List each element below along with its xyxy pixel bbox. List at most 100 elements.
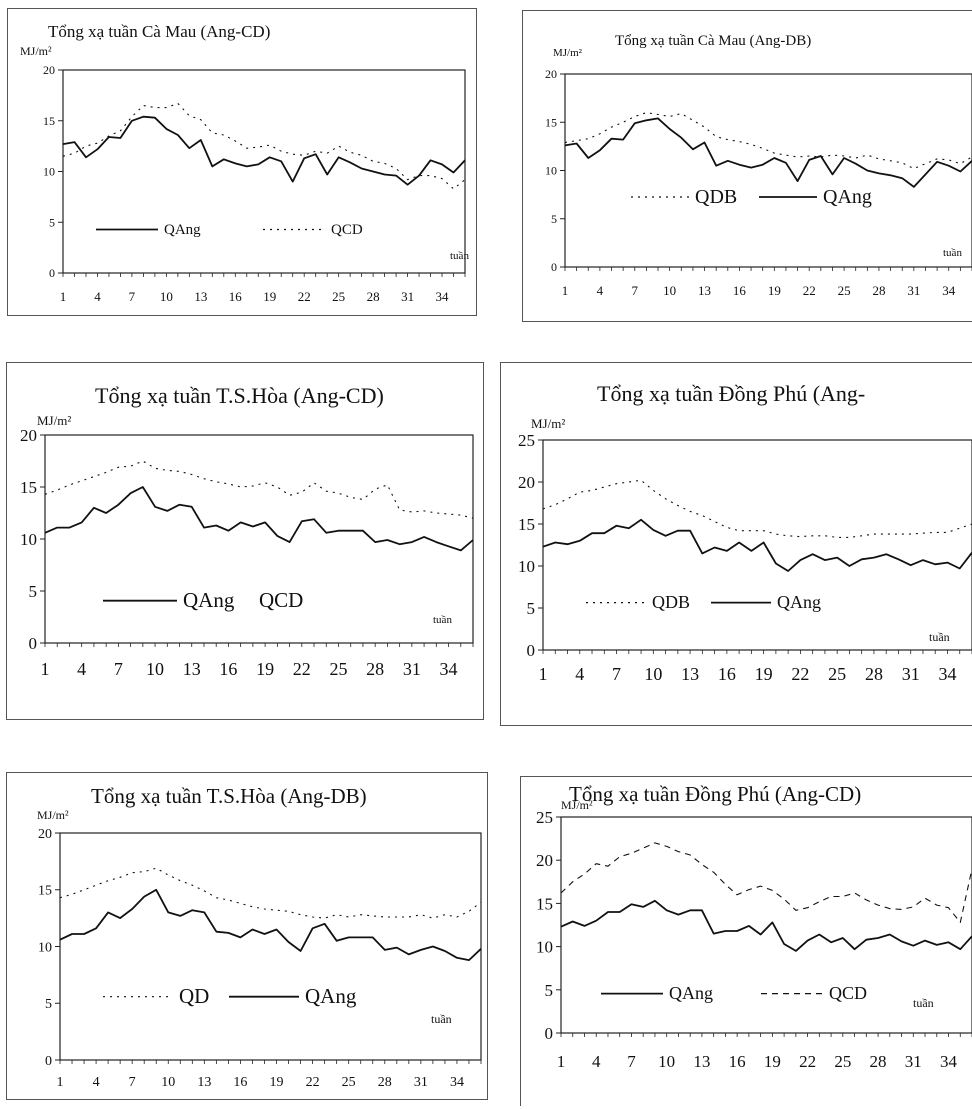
x-tick-label: 31 [401,289,414,304]
y-tick-label: 5 [29,582,38,601]
y-tick-label: 15 [20,478,37,497]
x-tick-label: 19 [270,1075,284,1090]
x-tick-label: 13 [693,1052,710,1071]
x-tick-label: 22 [293,659,311,679]
legend-label-qdb: QDB [695,186,737,208]
y-tick-label: 5 [49,215,55,229]
x-tick-label: 25 [342,1075,356,1090]
plot-area-frame [59,832,482,1061]
x-tick-label: 16 [729,1052,746,1071]
series-line-qang [59,888,482,962]
x-tick-label: 1 [57,1075,64,1090]
y-tick-label: 15 [43,114,55,128]
y-tick-label: 10 [43,165,55,179]
chart-svg: Tổng xạ tuần Cà Mau (Ang-CD) MJ/m² 0 5 10 15 2… [20,22,469,304]
y-tick-label: 5 [45,997,52,1012]
y-axis-unit-label: MJ/m² [553,47,583,59]
x-tick-label: 10 [161,1075,175,1090]
x-tick-label: 34 [940,1052,958,1071]
x-tick-label: 19 [263,289,276,304]
y-tick-label: 0 [527,641,536,660]
legend-label-qd: QD [179,984,209,1008]
x-tick-label: 4 [592,1052,601,1071]
x-tick-label: 25 [828,664,846,684]
y-tick-label: 0 [551,260,557,274]
series-line-qd [59,867,482,919]
x-tick-label: 28 [378,1075,392,1090]
y-tick-label: 10 [20,530,37,549]
x-tick-label: 16 [219,659,237,679]
y-tick-label: 20 [518,473,535,492]
x-tick-label: 1 [41,659,50,679]
chart-panel-dongphu-ang-cd: Tổng xạ tuần Đồng Phú (Ang-CD) MJ/m² 0 5 10 1… [520,776,972,1106]
chart-panel-tshoa-ang-cd: Tổng xạ tuần T.S.Hòa (Ang-CD) MJ/m² 0 5 10 15… [6,362,484,720]
y-axis-unit-label: MJ/m² [37,808,69,822]
x-tick-label: 7 [627,1052,636,1071]
x-tick-label: 34 [942,283,956,298]
series-line-qang [44,486,474,552]
series-line-qang [542,518,972,572]
x-tick-label: 34 [440,659,458,679]
y-tick-label: 20 [545,67,557,81]
y-tick-label: 15 [545,115,557,129]
y-axis-unit-label: MJ/m² [37,413,71,428]
x-tick-label: 7 [632,283,639,298]
x-tick-label: 4 [575,664,584,684]
x-tick-label: 22 [306,1075,320,1090]
x-tick-label: 25 [329,659,347,679]
y-axis-unit-label: MJ/m² [20,44,52,58]
x-tick-label: 25 [834,1052,851,1071]
series-line-qang [62,115,466,186]
chart-title: Tổng xạ tuần Đồng Phú (Ang- [597,381,865,406]
x-tick-label: 13 [197,1075,211,1090]
x-tick-label: 4 [93,1075,100,1090]
y-tick-label: 15 [518,515,535,534]
y-tick-label: 10 [518,557,535,576]
series-line-qdb [564,112,972,170]
chart-title: Tổng xạ tuần Cà Mau (Ang-DB) [615,33,811,49]
y-tick-label: 0 [49,266,55,280]
x-tick-label: 4 [77,659,86,679]
x-tick-label: 25 [838,283,851,298]
chart-svg: Tổng xạ tuần T.S.Hòa (Ang-CD) MJ/m² 0 5 10 15… [20,383,474,679]
x-tick-label: 1 [562,283,569,298]
x-tick-label: 1 [60,289,67,304]
y-tick-label: 10 [38,940,52,955]
x-tick-label: 4 [597,283,604,298]
legend-label-qang: QAng [669,983,713,1003]
x-tick-label: 19 [768,283,781,298]
x-axis-unit-label: tuần [450,250,469,262]
y-tick-label: 5 [527,599,536,618]
x-axis-unit-label: tuần [433,614,452,626]
y-tick-label: 25 [536,808,553,827]
legend-label-qang: QAng [777,592,821,612]
y-tick-label: 15 [38,884,52,899]
legend-label-qdb: QDB [652,592,690,612]
chart-panel-camau-ang-db: Tổng xạ tuần Cà Mau (Ang-DB) MJ/m² 0 5 10 15 2… [522,10,972,322]
x-tick-label: 34 [450,1075,464,1090]
x-tick-label: 7 [129,1075,136,1090]
x-tick-label: 16 [718,664,736,684]
x-tick-label: 13 [681,664,699,684]
y-tick-label: 5 [551,212,557,226]
x-tick-label: 28 [870,1052,887,1071]
plot-area-frame [564,73,972,268]
y-tick-label: 5 [545,981,554,1000]
x-tick-label: 25 [332,289,345,304]
x-tick-label: 4 [94,289,101,304]
legend-label-qang: QAng [183,588,235,612]
y-tick-label: 15 [536,894,553,913]
y-tick-label: 25 [518,431,535,450]
y-axis-unit-label: MJ/m² [561,798,593,812]
series-line-qdb [542,479,972,538]
x-tick-label: 19 [764,1052,781,1071]
y-tick-label: 10 [536,938,553,957]
chart-svg: Tổng xạ tuần Cà Mau (Ang-DB) MJ/m² 0 5 10 15 2… [545,33,972,298]
chart-svg: Tổng xạ tuần Đồng Phú (Ang-CD)MJ/m² 0 5 10 1… [536,782,972,1071]
x-axis-unit-label: tuần [913,996,934,1010]
x-tick-label: 19 [256,659,274,679]
chart-svg: Tổng xạ tuần Đồng Phú (Ang- MJ/m² 0 5 10 15 20… [518,381,972,684]
chart-panel-tshoa-ang-db: Tổng xạ tuần T.S.Hòa (Ang-DB) MJ/m² 0 5 10 15… [6,772,488,1100]
x-tick-label: 13 [183,659,201,679]
x-tick-label: 28 [366,659,384,679]
